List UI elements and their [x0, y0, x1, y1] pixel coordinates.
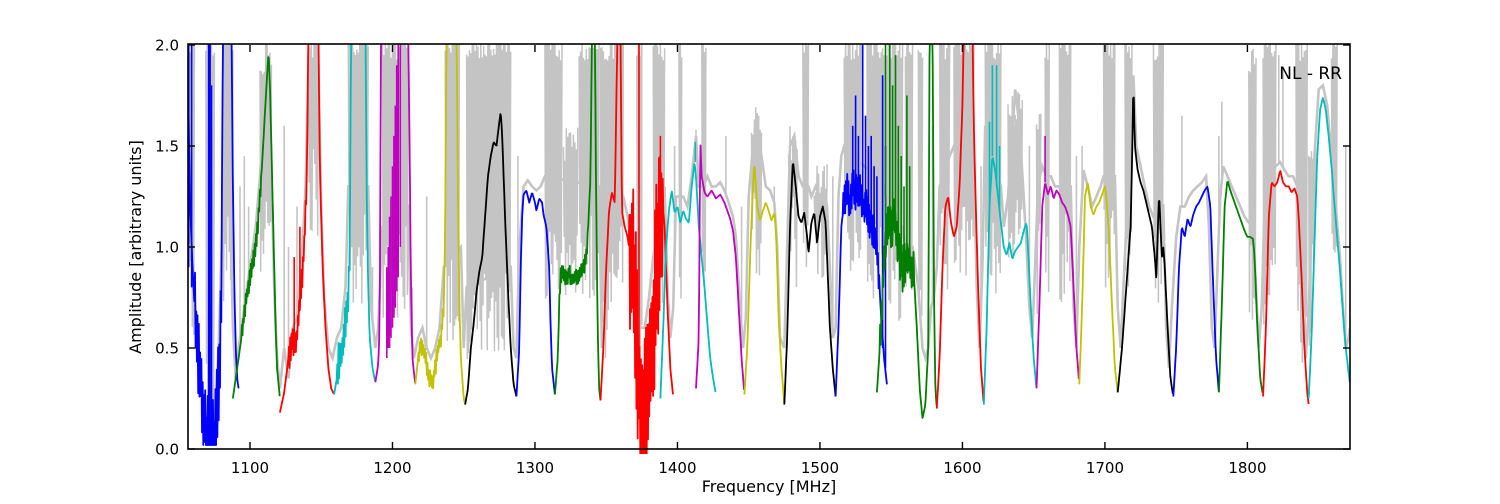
trace-subband-23 [1218, 181, 1264, 393]
y-tick-label: 0.5 [155, 340, 179, 358]
trace-subband-16 [876, 44, 938, 419]
raw-spectrum-trace [188, 44, 1350, 443]
subband-traces [188, 44, 1350, 454]
trace-subband-06 [414, 44, 466, 403]
x-tick-label: 1400 [658, 459, 696, 477]
x-axis-label: Frequency [MHz] [702, 477, 836, 496]
trace-subband-17 [935, 44, 985, 409]
trace-subband-07 [464, 113, 518, 405]
x-tick-label: 1300 [516, 459, 554, 477]
trace-subband-21 [1116, 96, 1174, 394]
x-tick-label: 1200 [373, 459, 411, 477]
trace-subband-05 [374, 44, 416, 384]
trace-subband-13 [743, 166, 786, 403]
trace-subband-19 [1035, 135, 1080, 389]
trace-subband-14 [783, 163, 837, 405]
trace-subband-02 [232, 56, 281, 399]
trace-subband-22 [1172, 185, 1220, 397]
trace-subband-24 [1262, 170, 1310, 405]
trace-subband-09 [554, 44, 602, 400]
trace-subband-11 [659, 142, 717, 399]
y-tick-label: 1.0 [155, 239, 179, 257]
y-tick-label: 0.0 [155, 441, 179, 459]
corner-label: NL - RR [1279, 64, 1342, 84]
x-tick-label: 1600 [943, 459, 981, 477]
x-tick-label: 1800 [1228, 459, 1266, 477]
x-tick-label: 1500 [801, 459, 839, 477]
trace-subband-04 [333, 44, 376, 395]
y-axis-label: Amplitude [arbitrary units] [126, 140, 145, 354]
x-tick-label: 1100 [231, 459, 269, 477]
trace-subband-20 [1078, 182, 1119, 393]
trace-subband-10 [599, 44, 674, 454]
y-tick-label: 1.5 [155, 138, 179, 156]
y-tick-label: 2.0 [155, 37, 179, 55]
trace-subband-25 [1307, 97, 1350, 399]
x-tick-label: 1700 [1086, 459, 1124, 477]
trace-subband-18 [982, 65, 1038, 405]
trace-subband-08 [515, 190, 556, 397]
axes: 1100 1200 1300 1400 1500 1600 1700 1800 0.0 0.5 1.… [155, 37, 1351, 477]
trace-subband-12 [695, 144, 745, 390]
trace-subband-03 [279, 44, 335, 413]
